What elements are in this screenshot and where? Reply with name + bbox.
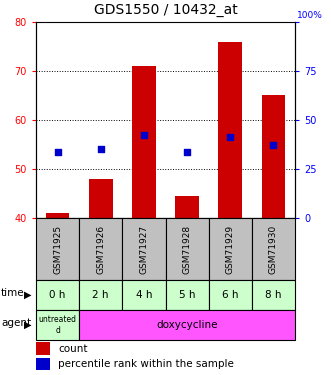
Text: ▶: ▶ (24, 290, 31, 300)
Bar (122, 280, 166, 310)
Bar (166, 218, 209, 280)
Bar (218, 42, 242, 218)
Bar (132, 66, 156, 218)
Text: GSM71925: GSM71925 (53, 224, 62, 274)
Point (55, 149, 60, 155)
Text: untreated
d: untreated d (39, 315, 76, 335)
Bar (175, 196, 199, 218)
Point (228, 134, 233, 140)
Bar (79, 280, 122, 310)
Text: 100%: 100% (297, 11, 323, 20)
Point (271, 141, 276, 147)
Text: agent: agent (1, 318, 31, 328)
Text: percentile rank within the sample: percentile rank within the sample (58, 359, 234, 369)
Text: GSM71930: GSM71930 (269, 224, 278, 274)
Bar (79, 310, 295, 340)
Text: 8 h: 8 h (265, 290, 282, 300)
Text: GSM71926: GSM71926 (96, 224, 105, 274)
Point (141, 132, 147, 138)
Bar (252, 218, 295, 280)
Text: time: time (1, 288, 24, 298)
Bar (36, 280, 79, 310)
Text: 6 h: 6 h (222, 290, 239, 300)
Bar (36, 218, 79, 280)
Bar (261, 96, 285, 218)
Text: ▶: ▶ (24, 320, 31, 330)
Bar (166, 280, 209, 310)
Bar (79, 218, 122, 280)
Text: count: count (58, 344, 87, 354)
Bar (209, 218, 252, 280)
Text: GSM71927: GSM71927 (139, 224, 148, 274)
Text: 2 h: 2 h (92, 290, 109, 300)
Bar (122, 218, 166, 280)
Bar (36, 342, 50, 355)
Bar (252, 280, 295, 310)
Bar (36, 358, 50, 370)
Bar (36, 310, 79, 340)
Text: doxycycline: doxycycline (156, 320, 218, 330)
Text: 4 h: 4 h (136, 290, 152, 300)
Text: GSM71929: GSM71929 (226, 224, 235, 274)
Text: GSM71928: GSM71928 (183, 224, 192, 274)
Point (98, 146, 103, 152)
Bar (46, 213, 70, 218)
Text: 0 h: 0 h (49, 290, 66, 300)
Text: 5 h: 5 h (179, 290, 195, 300)
Text: GDS1550 / 10432_at: GDS1550 / 10432_at (94, 3, 237, 17)
Point (184, 149, 190, 155)
Bar (209, 280, 252, 310)
Bar (89, 179, 113, 218)
